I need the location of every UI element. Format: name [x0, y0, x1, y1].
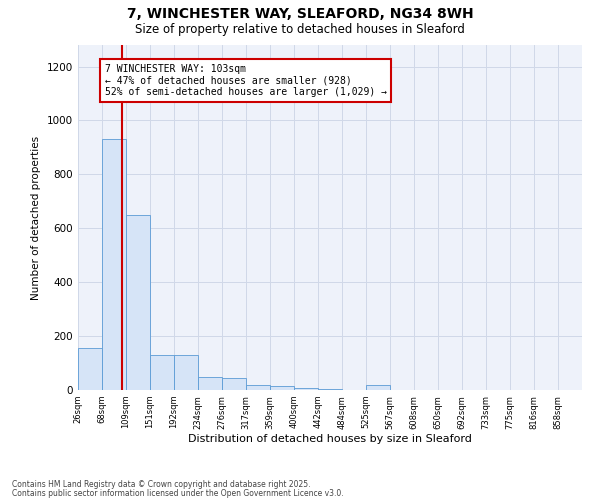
Bar [222, 378, 247, 390]
Bar [366, 385, 390, 390]
Bar [198, 376, 222, 390]
Bar [174, 355, 198, 390]
Text: 7 WINCHESTER WAY: 103sqm
← 47% of detached houses are smaller (928)
52% of semi-: 7 WINCHESTER WAY: 103sqm ← 47% of detach… [104, 64, 386, 97]
Bar [78, 348, 102, 390]
Bar [318, 388, 342, 390]
X-axis label: Distribution of detached houses by size in Sleaford: Distribution of detached houses by size … [188, 434, 472, 444]
Bar [293, 388, 318, 390]
Bar [102, 140, 127, 390]
Bar [150, 355, 175, 390]
Text: Size of property relative to detached houses in Sleaford: Size of property relative to detached ho… [135, 22, 465, 36]
Bar [270, 386, 294, 390]
Bar [246, 384, 270, 390]
Text: 7, WINCHESTER WAY, SLEAFORD, NG34 8WH: 7, WINCHESTER WAY, SLEAFORD, NG34 8WH [127, 8, 473, 22]
Y-axis label: Number of detached properties: Number of detached properties [31, 136, 41, 300]
Text: Contains HM Land Registry data © Crown copyright and database right 2025.: Contains HM Land Registry data © Crown c… [12, 480, 311, 489]
Text: Contains public sector information licensed under the Open Government Licence v3: Contains public sector information licen… [12, 488, 344, 498]
Bar [126, 215, 150, 390]
